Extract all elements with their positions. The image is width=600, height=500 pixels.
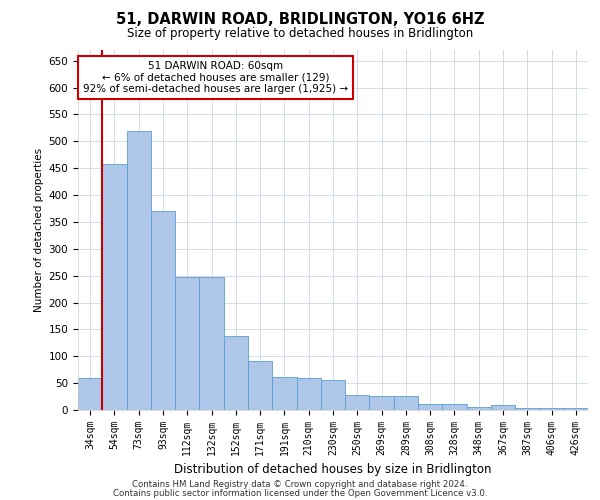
- Bar: [515, 408, 539, 410]
- Bar: [78, 378, 102, 410]
- Bar: [248, 360, 272, 410]
- Bar: [296, 378, 321, 410]
- Y-axis label: Number of detached properties: Number of detached properties: [34, 148, 44, 312]
- Bar: [272, 376, 296, 410]
- Bar: [539, 408, 564, 410]
- Text: Contains HM Land Registry data © Crown copyright and database right 2024.: Contains HM Land Registry data © Crown c…: [132, 480, 468, 489]
- Text: Size of property relative to detached houses in Bridlington: Size of property relative to detached ho…: [127, 28, 473, 40]
- Bar: [127, 130, 151, 410]
- Bar: [394, 396, 418, 410]
- Bar: [467, 407, 491, 410]
- Bar: [491, 405, 515, 410]
- Bar: [345, 396, 370, 410]
- Bar: [175, 276, 199, 410]
- Bar: [418, 404, 442, 410]
- Bar: [151, 211, 175, 410]
- Bar: [199, 276, 224, 410]
- Bar: [102, 164, 127, 410]
- Text: 51, DARWIN ROAD, BRIDLINGTON, YO16 6HZ: 51, DARWIN ROAD, BRIDLINGTON, YO16 6HZ: [116, 12, 484, 28]
- X-axis label: Distribution of detached houses by size in Bridlington: Distribution of detached houses by size …: [174, 464, 492, 476]
- Text: 51 DARWIN ROAD: 60sqm
← 6% of detached houses are smaller (129)
92% of semi-deta: 51 DARWIN ROAD: 60sqm ← 6% of detached h…: [83, 61, 348, 94]
- Bar: [370, 396, 394, 410]
- Bar: [564, 408, 588, 410]
- Text: Contains public sector information licensed under the Open Government Licence v3: Contains public sector information licen…: [113, 489, 487, 498]
- Bar: [321, 380, 345, 410]
- Bar: [442, 404, 467, 410]
- Bar: [224, 336, 248, 410]
